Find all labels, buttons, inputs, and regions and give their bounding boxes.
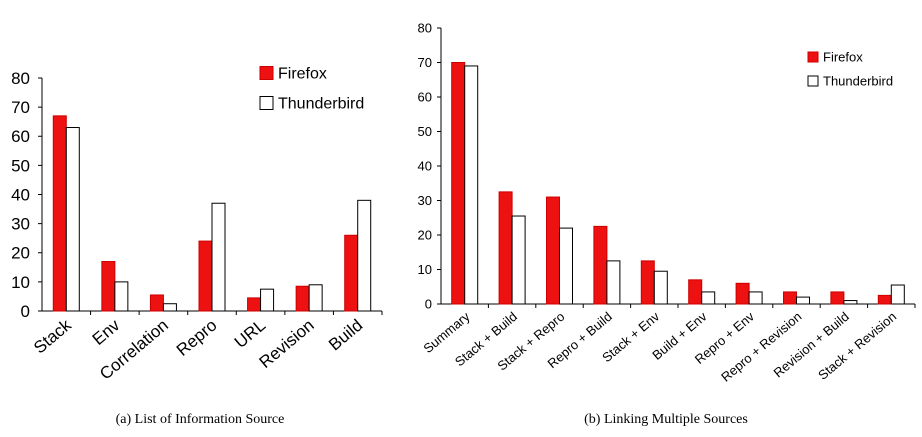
bar-thunderbird [211,202,226,312]
y-tick-label: 40 [11,185,30,204]
bar-firefox [830,291,845,305]
y-tick-label: 50 [11,156,30,175]
bar-firefox [498,191,513,305]
legend-label-firefox: Firefox [278,66,327,83]
bar-thunderbird [260,288,275,312]
bar-firefox [344,234,359,312]
bar-thunderbird [65,127,80,312]
bar-firefox [593,225,608,305]
y-tick-label: 20 [418,228,432,243]
bar-thunderbird [890,284,905,305]
bar-firefox [52,115,67,312]
x-category-label: Build [325,316,366,355]
bar-firefox [101,260,116,312]
bar-firefox [735,282,750,305]
y-tick-label: 30 [11,215,30,234]
bar-firefox [149,294,164,312]
bar-thunderbird [606,260,621,305]
bar-thunderbird [748,291,763,305]
y-tick-label: 10 [418,262,432,277]
bar-thunderbird [511,215,526,305]
y-tick-label: 70 [11,98,30,117]
bar-thunderbird [464,65,479,305]
x-category-label: Revision [256,316,318,372]
bar-firefox [247,297,262,312]
bar-thunderbird [357,199,372,312]
legend-swatch-thunderbird [259,96,274,110]
bar-firefox [198,240,213,312]
y-tick-label: 80 [418,21,432,36]
bar-firefox [295,285,310,312]
figure-caption: (a) List of Information Source [116,412,285,427]
legend-label-thunderbird: Thunderbird [823,74,893,89]
bar-firefox [877,294,892,305]
y-tick-label: 50 [418,124,432,139]
bar-firefox [451,62,466,305]
bar-thunderbird [653,270,668,305]
x-category-label: Repro + Revision [718,309,804,385]
bar-thunderbird [843,300,858,305]
y-tick-label: 0 [21,302,30,321]
bar-thunderbird [701,291,716,305]
y-tick-label: 10 [11,273,30,292]
legend-swatch-firefox [807,51,819,63]
y-tick-label: 80 [11,69,30,88]
y-tick-label: 60 [11,127,30,146]
y-tick-label: 40 [418,159,432,174]
y-tick-label: 30 [418,193,432,208]
x-category-label: URL [231,316,269,352]
figure-caption: (b) Linking Multiple Sources [584,412,748,427]
bar-thunderbird [308,284,323,312]
bar-thunderbird [559,227,573,305]
bar-firefox [783,291,797,305]
bar-firefox [688,279,703,305]
x-category-label: Env [89,315,124,349]
y-tick-label: 60 [418,90,432,105]
x-category-label: Stack [30,315,75,357]
legend-swatch-firefox [259,66,274,80]
bar-thunderbird [162,303,177,312]
y-tick-label: 70 [418,55,432,70]
bar-thunderbird [796,296,810,305]
bar-firefox [640,260,655,305]
legend-label-thunderbird: Thunderbird [278,96,364,113]
y-tick-label: 0 [425,297,432,312]
bar-firefox [546,196,560,305]
x-category-label: Repro [173,316,221,360]
y-tick-label: 20 [11,244,30,263]
legend-swatch-thunderbird [807,75,819,87]
legend-label-firefox: Firefox [823,50,863,65]
bar-thunderbird [114,281,129,312]
